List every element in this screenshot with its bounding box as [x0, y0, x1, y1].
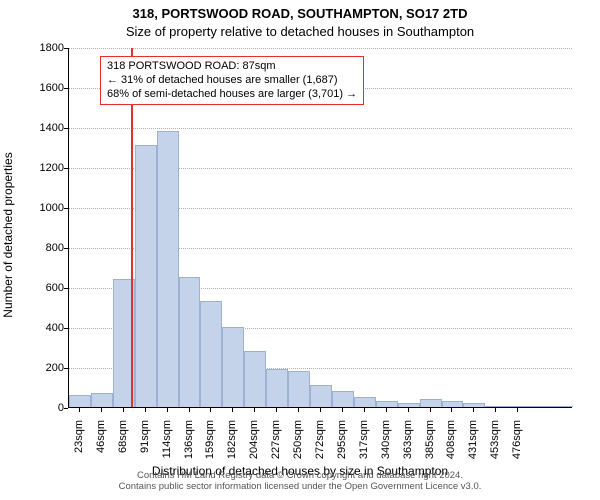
x-tick-mark [364, 408, 365, 412]
x-tick-mark [473, 408, 474, 412]
y-tick-mark [64, 88, 68, 89]
x-tick-mark [79, 408, 80, 412]
x-tick-mark [167, 408, 168, 412]
y-tick-label: 1800 [24, 42, 64, 54]
y-tick-label: 1600 [24, 82, 64, 94]
bar [485, 406, 507, 407]
bar [244, 351, 266, 407]
x-tick-mark [145, 408, 146, 412]
bar [157, 131, 179, 407]
y-tick-label: 1200 [24, 162, 64, 174]
bar [288, 371, 310, 407]
y-tick-label: 200 [24, 362, 64, 374]
annotation-line: 68% of semi-detached houses are larger (… [107, 88, 357, 102]
x-tick-mark [517, 408, 518, 412]
x-tick-mark [101, 408, 102, 412]
x-tick-mark [298, 408, 299, 412]
chart-title-line2: Size of property relative to detached ho… [0, 24, 600, 39]
x-tick-mark [430, 408, 431, 412]
bar [135, 145, 157, 407]
y-tick-label: 800 [24, 242, 64, 254]
chart-title-line1: 318, PORTSWOOD ROAD, SOUTHAMPTON, SO17 2… [0, 6, 600, 21]
bar [266, 369, 288, 407]
y-tick-label: 1400 [24, 122, 64, 134]
y-axis-label: Number of detached properties [1, 152, 15, 317]
bar [463, 403, 485, 407]
bar [179, 277, 201, 407]
chart-container: 318, PORTSWOOD ROAD, SOUTHAMPTON, SO17 2… [0, 0, 600, 500]
bar [310, 385, 332, 407]
x-tick-mark [210, 408, 211, 412]
x-tick-mark [451, 408, 452, 412]
x-tick-mark [123, 408, 124, 412]
bar [222, 327, 244, 407]
y-tick-mark [64, 328, 68, 329]
bar [420, 399, 442, 407]
bar [91, 393, 113, 407]
bar [442, 401, 464, 407]
bar [376, 401, 398, 407]
bar [200, 301, 222, 407]
annotation-line: 318 PORTSWOOD ROAD: 87sqm [107, 60, 357, 74]
x-tick-mark [276, 408, 277, 412]
x-tick-mark [386, 408, 387, 412]
x-tick-mark [408, 408, 409, 412]
y-tick-label: 1000 [24, 202, 64, 214]
bar [507, 406, 529, 407]
bar [69, 395, 91, 407]
x-tick-mark [320, 408, 321, 412]
bar [354, 397, 376, 407]
y-tick-label: 400 [24, 322, 64, 334]
x-tick-mark [189, 408, 190, 412]
y-tick-label: 600 [24, 282, 64, 294]
y-tick-mark [64, 288, 68, 289]
annotation-box: 318 PORTSWOOD ROAD: 87sqm ← 31% of detac… [100, 56, 364, 105]
footer-line: Contains public sector information licen… [0, 481, 600, 492]
annotation-line: ← 31% of detached houses are smaller (1,… [107, 74, 357, 88]
footer-line: Contains HM Land Registry data © Crown c… [0, 470, 600, 481]
y-tick-mark [64, 168, 68, 169]
y-tick-mark [64, 368, 68, 369]
bar [398, 403, 420, 407]
bar [529, 406, 551, 407]
y-tick-mark [64, 128, 68, 129]
gridline [69, 48, 572, 49]
y-tick-mark [64, 408, 68, 409]
bar [551, 406, 573, 407]
gridline [69, 128, 572, 129]
footer-attribution: Contains HM Land Registry data © Crown c… [0, 470, 600, 493]
x-tick-mark [232, 408, 233, 412]
y-tick-label: 0 [24, 402, 64, 414]
y-tick-mark [64, 248, 68, 249]
y-tick-mark [64, 48, 68, 49]
y-tick-mark [64, 208, 68, 209]
bar [332, 391, 354, 407]
x-tick-mark [254, 408, 255, 412]
x-tick-mark [495, 408, 496, 412]
x-tick-mark [342, 408, 343, 412]
